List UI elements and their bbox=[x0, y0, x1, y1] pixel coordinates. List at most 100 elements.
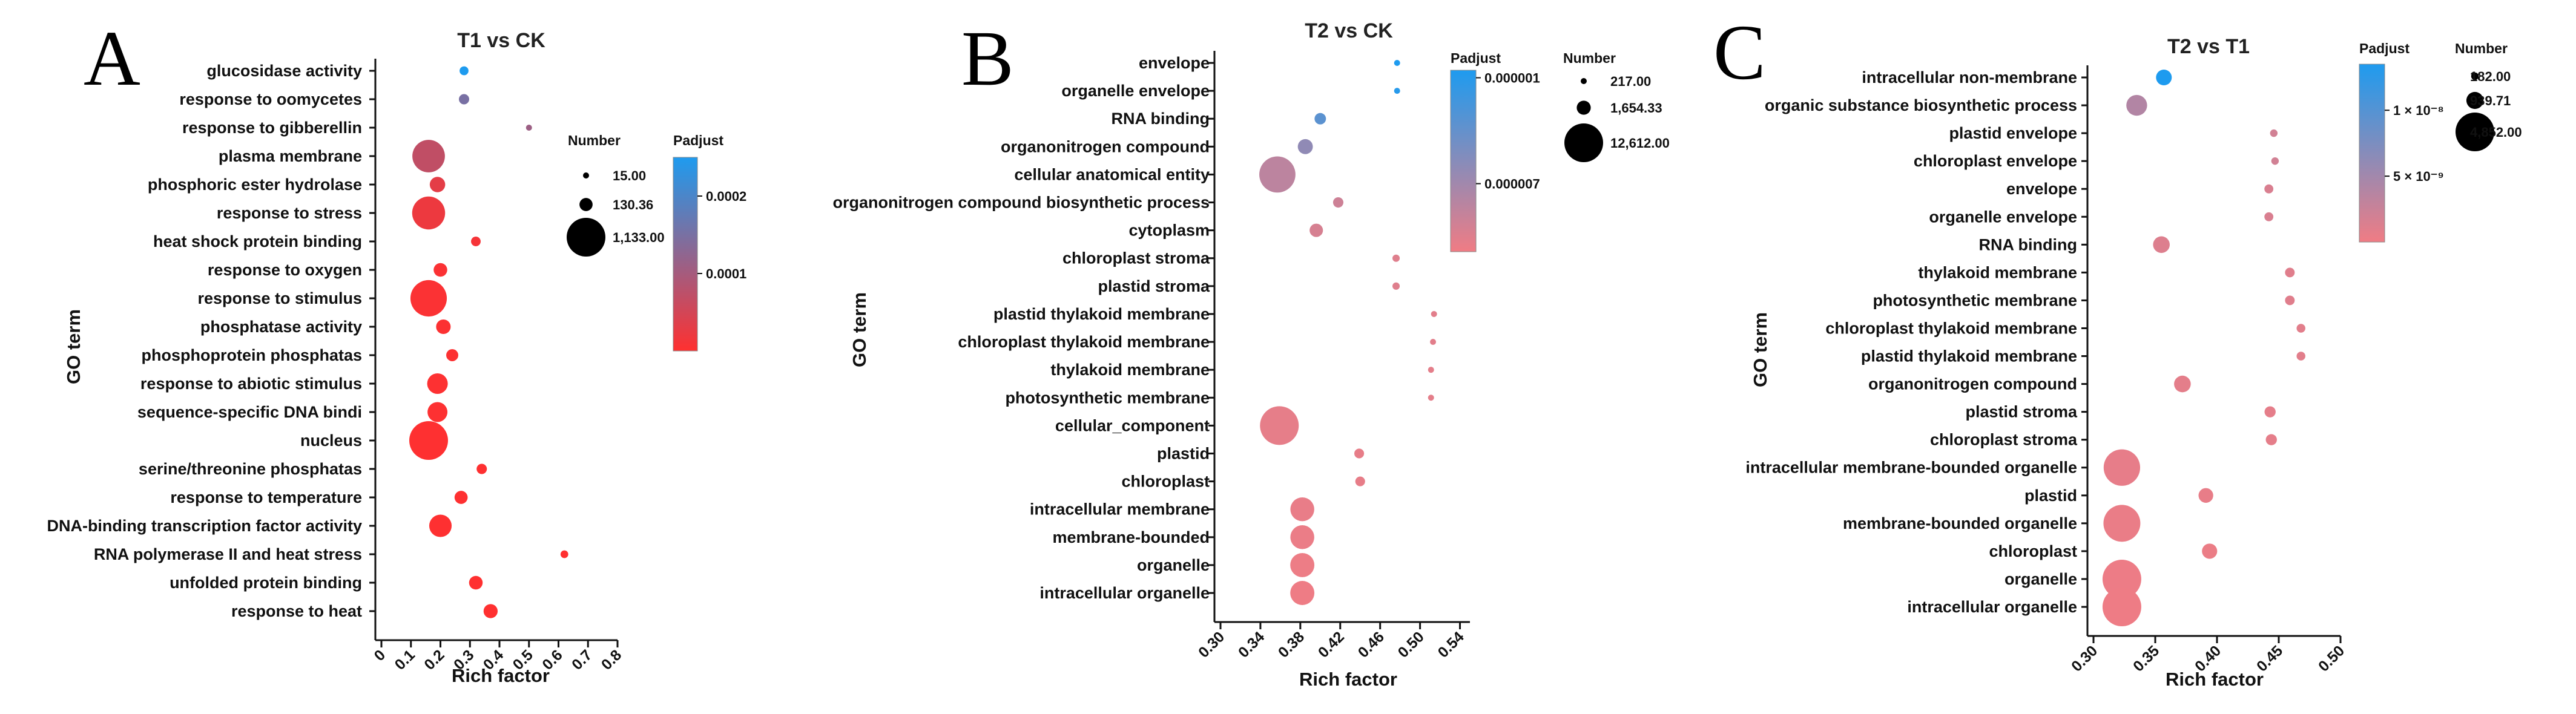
category-label: chloroplast stroma bbox=[1062, 249, 1210, 267]
point-organonitrogen-compound bbox=[2174, 375, 2191, 393]
category-label: membrane-bounded bbox=[1052, 528, 1210, 546]
size-legend-b: Number 217.00 1,654.33 12,612.00 bbox=[1563, 50, 1670, 162]
point-response-to-oomycetes bbox=[458, 94, 470, 105]
point-phosphoprotein-phosphatas bbox=[446, 349, 458, 361]
point-membrane-bounded-organelle bbox=[2103, 505, 2141, 542]
category-label: plastid thylakoid membrane bbox=[993, 305, 1210, 323]
color-legend-a: Padjust 0.0002 0.0001 bbox=[673, 133, 746, 352]
category-label: thylakoid membrane bbox=[1050, 361, 1210, 379]
category-label: response to temperature bbox=[170, 488, 362, 506]
color-legend-c: Padjust 1 × 10⁻⁸ 5 × 10⁻⁹ bbox=[2359, 41, 2444, 243]
category-label: RNA polymerase II and heat stress bbox=[94, 545, 362, 563]
category-label: chloroplast bbox=[1121, 473, 1210, 491]
category-label: response to oomycetes bbox=[179, 90, 362, 108]
point-response-to-oxygen bbox=[433, 263, 447, 277]
category-label: organelle bbox=[2004, 570, 2077, 588]
size-legend-marker bbox=[1581, 78, 1587, 84]
points-b bbox=[1259, 60, 1437, 605]
size-legend-label: 130.36 bbox=[613, 197, 653, 212]
point-chloroplast-thylakoid-membrane bbox=[1430, 339, 1437, 346]
point-phosphoric-ester-hydrolase bbox=[429, 177, 446, 192]
chart-title-b: T2 vs CK bbox=[1305, 19, 1393, 42]
x-tick-label: 0.42 bbox=[1315, 628, 1348, 661]
size-legend-c: Number 182.00 939.71 4,852.00 bbox=[2455, 41, 2522, 151]
point-organelle-envelope bbox=[1394, 88, 1400, 94]
point-intracellular-organelle bbox=[2102, 588, 2141, 626]
point-rna-polymerase-ii-and-heat-stress bbox=[560, 550, 568, 558]
size-legend-marker bbox=[2466, 91, 2484, 110]
y-axis-title-b: GO term bbox=[849, 292, 870, 367]
x-ticks-b: 0.30 0.34 0.38 0.42 0.46 0.50 0.54 bbox=[1195, 622, 1468, 661]
category-label: plastid stroma bbox=[1965, 403, 2078, 421]
category-label: organic substance biosynthetic process bbox=[1765, 96, 2077, 114]
panel-a: A T1 vs CK GO term Rich factor glucosida… bbox=[47, 15, 746, 686]
category-label: intracellular non-membrane bbox=[1862, 68, 2077, 87]
category-label: intracellular organelle bbox=[1907, 598, 2077, 616]
point-chloroplast bbox=[1355, 476, 1365, 486]
category-label: response to stimulus bbox=[197, 289, 362, 307]
point-organelle bbox=[2102, 559, 2141, 598]
x-tick-label: 0.54 bbox=[1435, 628, 1468, 661]
size-legend-marker bbox=[579, 198, 593, 211]
x-tick-label: 0 bbox=[371, 646, 389, 664]
category-label: intracellular membrane-bounded organelle bbox=[1745, 459, 2077, 477]
point-dna-binding-transcription-factor-activity bbox=[429, 514, 452, 537]
category-label: response to heat bbox=[231, 602, 362, 620]
category-label: cellular anatomical entity bbox=[1014, 165, 1210, 183]
x-tick-label: 0.8 bbox=[598, 646, 625, 673]
x-tick-label: 0.50 bbox=[1395, 628, 1428, 661]
category-label: unfolded protein binding bbox=[170, 574, 362, 592]
x-tick-label: 0.38 bbox=[1275, 628, 1308, 661]
color-legend-label: 0.000007 bbox=[1484, 177, 1540, 192]
x-tick-label: 0.34 bbox=[1235, 628, 1268, 661]
category-label: sequence-specific DNA bindi bbox=[137, 403, 362, 421]
size-legend-label: 12,612.00 bbox=[1610, 136, 1670, 151]
point-intracellular-membrane-bounded-organelle bbox=[2103, 449, 2141, 486]
color-legend-label: 0.0001 bbox=[706, 266, 746, 281]
category-label: organonitrogen compound bbox=[1001, 137, 1210, 156]
point-phosphatase-activity bbox=[436, 319, 451, 335]
point-organic-substance-biosynthetic-process bbox=[2126, 94, 2147, 116]
category-label: plastid envelope bbox=[1949, 124, 2077, 142]
point-cytoplasm bbox=[1309, 223, 1323, 237]
size-legend-a: Number 15.00 130.36 1,133.00 bbox=[567, 133, 665, 257]
point-plastid bbox=[1354, 448, 1365, 459]
point-organelle-envelope bbox=[2264, 212, 2274, 221]
size-legend-label: 182.00 bbox=[2470, 69, 2511, 84]
category-labels-b: envelope organelle envelope RNA binding or… bbox=[832, 54, 1214, 602]
point-organelle bbox=[1290, 552, 1315, 577]
category-label: phosphoric ester hydrolase bbox=[148, 175, 362, 194]
category-label: response to gibberellin bbox=[182, 119, 362, 137]
size-legend-marker bbox=[2456, 113, 2494, 151]
category-label: plastid stroma bbox=[1098, 277, 1210, 295]
point-response-to-gibberellin bbox=[525, 125, 532, 131]
point-plastid-thylakoid-membrane bbox=[2296, 352, 2305, 361]
color-legend-bar bbox=[1450, 70, 1477, 252]
point-response-to-stimulus bbox=[410, 280, 447, 317]
category-label: organelle envelope bbox=[1061, 82, 1210, 100]
panel-letter-c: C bbox=[1713, 9, 1766, 96]
x-tick-label: 0.50 bbox=[2315, 642, 2348, 675]
category-label: plasma membrane bbox=[219, 147, 362, 165]
category-label: organonitrogen compound bbox=[1868, 375, 2077, 393]
category-label: response to abiotic stimulus bbox=[140, 375, 362, 393]
x-tick-label: 0.30 bbox=[2068, 642, 2101, 675]
category-label: intracellular membrane bbox=[1030, 500, 1210, 519]
category-label: cytoplasm bbox=[1128, 221, 1210, 240]
category-label: plastid bbox=[2024, 486, 2077, 505]
x-tick-label: 0.2 bbox=[421, 646, 447, 673]
chart-title-a: T1 vs CK bbox=[457, 29, 545, 52]
color-legend-bar bbox=[2359, 64, 2385, 243]
point-chloroplast-stroma bbox=[2265, 434, 2277, 445]
category-label: nucleus bbox=[300, 431, 362, 450]
point-envelope bbox=[2264, 184, 2274, 194]
panel-letter-b: B bbox=[961, 15, 1014, 102]
point-photosynthetic-membrane bbox=[1428, 395, 1434, 401]
color-legend-label: 5 × 10⁻⁹ bbox=[2393, 169, 2444, 184]
point-heat-shock-protein-binding bbox=[471, 237, 481, 246]
point-response-to-heat bbox=[483, 604, 498, 618]
category-label: chloroplast thylakoid membrane bbox=[1825, 319, 2077, 337]
x-tick-label: 0.46 bbox=[1355, 628, 1388, 661]
point-nucleus bbox=[409, 421, 448, 460]
chart-title-c: T2 vs T1 bbox=[2167, 35, 2250, 58]
